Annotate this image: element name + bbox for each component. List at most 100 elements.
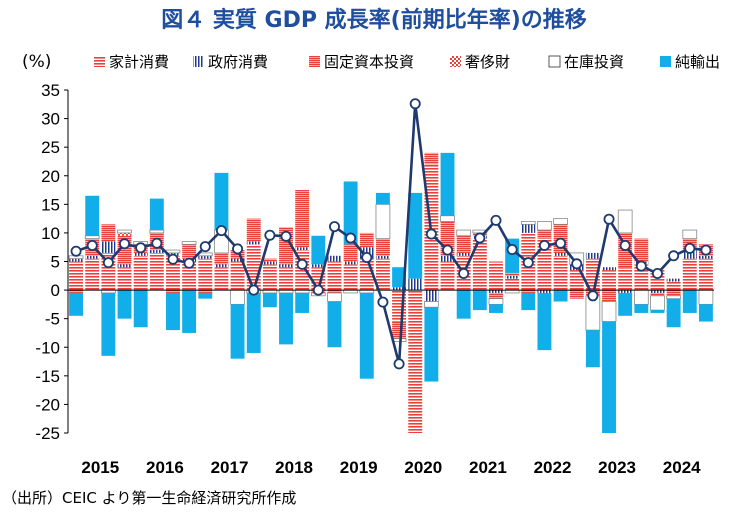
bar-segment: 家計消費 2018Q2: 4 bbox=[279, 267, 293, 291]
bar-segment: 純輸出 2024Q3: -4 bbox=[682, 290, 697, 313]
bar-segment: 固定資本投資 2018Q1: 0.5 bbox=[262, 258, 277, 262]
bar-segment: 家計消費 2024Q3: 5.5 bbox=[682, 258, 697, 291]
bar-segment: 家計消費 2016Q2: 6.5 bbox=[149, 252, 164, 291]
legend: 家計消費 政府消費 固定資本投資 奢侈財 在庫投資 純輸出 bbox=[94, 53, 720, 71]
source-note: （出所）CEIC より第一生命経済研究所作成 bbox=[2, 489, 296, 507]
bar-segment: 政府消費 2019Q4: 0.5 bbox=[375, 255, 390, 259]
bar-segment: 政府消費 2024Q1: -0.5 bbox=[650, 290, 665, 293]
bar-segment: 家計消費 2023Q4: 4.5 bbox=[634, 264, 649, 291]
bar-segment: 純輸出 2018Q1: -2.5 bbox=[262, 292, 277, 308]
bar-segment: 政府消費 2023Q1: 1 bbox=[585, 252, 600, 259]
bar-segment: 純輸出 2023Q3: -4 bbox=[618, 292, 633, 316]
bar-segment: 政府消費 2020Q1: 0.5 bbox=[392, 287, 407, 291]
bar-segment: 固定資本投資 2017Q1: -0.5 bbox=[198, 290, 213, 293]
bar-segment: 家計消費 2024Q4: 5.5 bbox=[698, 258, 713, 291]
bar-segment: 在庫投資 2020Q2: -4 bbox=[408, 484, 422, 507]
bar-segment: 政府消費 2020Q4: 1 bbox=[440, 255, 455, 262]
bar-segment: 政府消費 2015Q3: 2 bbox=[101, 241, 116, 253]
bar-segment: 純輸出 2016Q2: 5.5 bbox=[149, 198, 164, 231]
y-unit-label: (%) bbox=[22, 52, 51, 72]
bar-segment: 固定資本投資 2016Q3: -0.5 bbox=[166, 290, 180, 293]
bar-segment: 家計消費 2017Q2: 4 bbox=[214, 267, 229, 291]
x-tick-label: 2018 bbox=[275, 458, 313, 477]
bar-segment: 純輸出 2017Q4: -10.5 bbox=[246, 292, 261, 353]
bar-segment: 政府消費 2024Q3: 1.5 bbox=[682, 250, 697, 259]
bar-segment: 政府消費 2021Q4: 0.5 bbox=[505, 275, 520, 279]
bar-segment: 家計消費 2020Q2: -28 bbox=[408, 290, 423, 433]
bar-segment: 固定資本投資 2023Q2: -2 bbox=[602, 290, 616, 302]
bar-segment: 純輸出 2023Q2: -22 bbox=[602, 321, 616, 433]
bar-segment: 政府消費 2024Q4: 0.5 bbox=[698, 255, 713, 259]
chart-title: 図４ 実質 GDP 成長率(前期比年率)の推移 bbox=[161, 7, 587, 33]
bar-segment: 在庫投資 2022Q3: 1 bbox=[553, 218, 568, 225]
bar-segment: 固定資本投資 2016Q4: 2.5 bbox=[182, 244, 197, 259]
bar-segment: 固定資本投資 2019Q1: -0.5 bbox=[327, 290, 342, 293]
bar-segment: 家計消費 2017Q4: 8 bbox=[246, 244, 261, 291]
bar-segment: 政府消費 2017Q4: 0.5 bbox=[246, 241, 261, 245]
bar-segment: 在庫投資 2016Q4: 0.5 bbox=[181, 241, 197, 245]
y-tick-label: 25 bbox=[41, 138, 60, 157]
bar-segment: 在庫投資 2021Q3: -1 bbox=[488, 298, 504, 305]
bar-segment: 政府消費 2017Q1: 0.5 bbox=[198, 255, 213, 259]
bar-segment: 政府消費 2017Q2: 0.5 bbox=[214, 264, 229, 268]
bar-segment: 在庫投資 2017Q3: -2.5 bbox=[230, 289, 245, 305]
legend-swatch bbox=[548, 55, 561, 68]
bar-segment: 政府消費 2019Q1: 1 bbox=[327, 255, 342, 262]
bar-segment: 在庫投資 2022Q2: 1.5 bbox=[537, 221, 552, 231]
bar-segment: 家計消費 2015Q2: 5.5 bbox=[85, 258, 100, 291]
bar-segment: 純輸出 2024Q4: -3 bbox=[698, 304, 713, 322]
y-tick-label: 15 bbox=[41, 195, 60, 214]
y-tick-label: -5 bbox=[45, 310, 60, 329]
bar-segment: 固定資本投資 2017Q2: 2 bbox=[214, 252, 229, 265]
bar-segment: 純輸出 2020Q2: 15 bbox=[408, 192, 423, 279]
y-tick-label: -25 bbox=[35, 424, 60, 443]
legend-swatch bbox=[94, 56, 105, 67]
bar-segment: 政府消費 2018Q4: 0.5 bbox=[311, 264, 326, 268]
bar-segment: 純輸出 2023Q4: -1.5 bbox=[634, 304, 649, 313]
bar-segment: 在庫投資 2020Q3: -1 bbox=[424, 301, 439, 308]
bar-segment: 在庫投資 2024Q2: -0.5 bbox=[666, 295, 681, 300]
bar-segment: 家計消費 2019Q4: 5.5 bbox=[375, 258, 390, 291]
legend-label: 固定資本投資 bbox=[324, 53, 414, 71]
legend-label: 家計消費 bbox=[109, 53, 169, 71]
bar-segment: 政府消費 2018Q1: 0.5 bbox=[262, 261, 277, 265]
bar-segment: 政府消費 2022Q1: 1.5 bbox=[521, 224, 536, 233]
x-tick-label: 2022 bbox=[534, 458, 572, 477]
bar-segment: 家計消費 2017Q1: 5.5 bbox=[198, 258, 213, 291]
y-tick-label: 0 bbox=[51, 281, 60, 300]
bar-segment: 純輸出 2021Q3: -1.5 bbox=[489, 304, 503, 313]
x-tick-label: 2024 bbox=[663, 458, 701, 477]
bar-segment: 純輸出 2020Q4: 11 bbox=[440, 152, 455, 216]
bar-segment: 純輸出 2016Q1: -6.5 bbox=[133, 290, 148, 328]
legend-label: 政府消費 bbox=[208, 53, 268, 71]
bar-segment: 純輸出 2016Q3: -6.5 bbox=[166, 292, 180, 331]
bar-segment: 在庫投資 2019Q1: -1.5 bbox=[327, 292, 342, 302]
bar-segment: 家計消費 2016Q3: 6 bbox=[166, 255, 180, 291]
bar-segment: 政府消費 2021Q3: -0.5 bbox=[489, 290, 503, 293]
bar-segment: 純輸出 2015Q1: -4 bbox=[69, 292, 84, 316]
bar-segment: 純輸出 2018Q2: -9 bbox=[279, 292, 293, 345]
bar-segment: 家計消費 2023Q3: 4 bbox=[618, 267, 633, 291]
bar-segment: 固定資本投資 2021Q1: 3 bbox=[456, 235, 471, 253]
bar-segment: 純輸出 2022Q2: -10 bbox=[537, 292, 552, 351]
bar-segment: 純輸出 2015Q4: -5 bbox=[117, 290, 132, 319]
bar-segment: 政府消費 2015Q4: 0.5 bbox=[117, 264, 132, 268]
